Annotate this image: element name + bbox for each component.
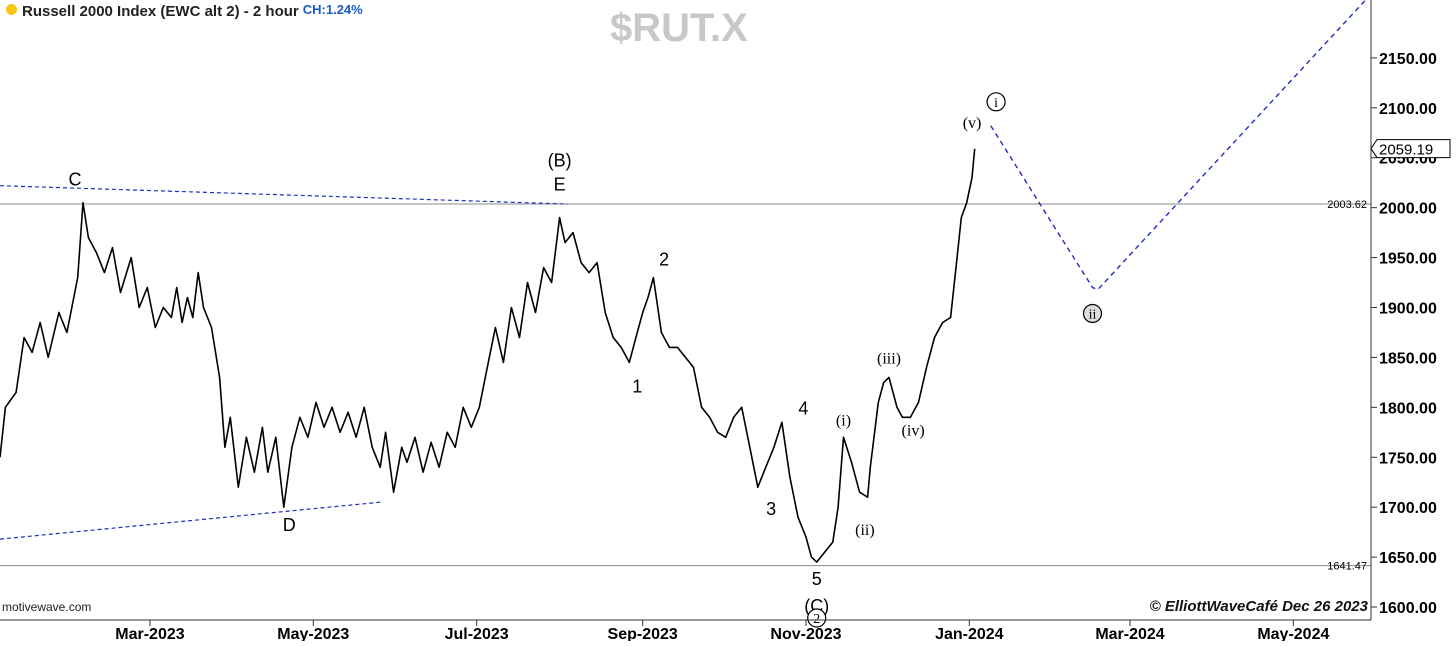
- circled-wave-marker: [807, 608, 827, 628]
- wave-label: E: [554, 175, 566, 195]
- chart-title: Russell 2000 Index (EWC alt 2) - 2 hour: [22, 3, 299, 20]
- last-price-label: 2059.19: [1379, 142, 1433, 159]
- y-tick-label: 2000.00: [1379, 201, 1437, 218]
- watermark: motivewave.com: [2, 600, 92, 614]
- y-tick-label: 2150.00: [1379, 51, 1437, 68]
- wave-label: C: [68, 170, 81, 190]
- change-percent: CH:1.24%: [302, 2, 363, 17]
- y-tick-label: 1800.00: [1379, 400, 1437, 417]
- circled-wave-label: i: [994, 96, 998, 111]
- projection-path: [990, 0, 1367, 291]
- x-tick-label: Mar-2024: [1095, 626, 1164, 641]
- y-tick-label: 1750.00: [1379, 450, 1437, 467]
- wave-label: (B): [548, 151, 572, 171]
- trendline: [0, 185, 568, 205]
- copyright: © ElliottWaveCafé Dec 26 2023: [1149, 598, 1368, 615]
- level-label: 2003.62: [1327, 199, 1367, 211]
- wave-label: (v): [963, 115, 982, 132]
- x-tick-label: Jul-2023: [445, 626, 509, 641]
- wave-label: 2: [659, 250, 669, 270]
- y-tick-label: 1650.00: [1379, 550, 1437, 567]
- wave-label: 3: [766, 499, 776, 519]
- y-tick-label: 2100.00: [1379, 101, 1437, 118]
- level-label: 1641.47: [1327, 561, 1367, 573]
- wave-label: D: [283, 515, 296, 535]
- x-tick-label: Nov-2023: [770, 626, 841, 641]
- wave-label: (i): [836, 412, 851, 429]
- x-tick-label: Sep-2023: [608, 626, 678, 641]
- x-tick-label: May-2024: [1257, 626, 1329, 641]
- y-tick-label: 1900.00: [1379, 301, 1437, 318]
- y-tick-label: 1700.00: [1379, 500, 1437, 517]
- wave-label: 4: [798, 398, 808, 418]
- chart-header: Russell 2000 Index (EWC alt 2) - 2 hour C…: [6, 2, 363, 21]
- y-tick-label: 1600.00: [1379, 600, 1437, 617]
- circled-wave-marker: [1082, 303, 1103, 324]
- trendline: [0, 501, 381, 540]
- price-series-line: [0, 148, 976, 563]
- wave-label: 1: [632, 376, 642, 396]
- y-tick-label: 1850.00: [1379, 350, 1437, 367]
- x-tick-label: Mar-2023: [115, 626, 184, 641]
- wave-label: (iii): [877, 350, 901, 367]
- last-price-box: [1370, 139, 1451, 159]
- circled-wave-label: ii: [1089, 307, 1097, 322]
- circled-wave-marker: [986, 92, 1006, 112]
- ticker-symbol: $RUT.X: [610, 6, 748, 50]
- y-tick-label: 1950.00: [1379, 251, 1437, 268]
- x-tick-label: Jan-2024: [935, 626, 1004, 641]
- wave-label: 5: [812, 569, 822, 589]
- wave-label: (ii): [855, 522, 875, 539]
- wave-label: (iv): [902, 422, 925, 439]
- x-tick-label: May-2023: [277, 626, 349, 641]
- status-dot-icon: [6, 4, 17, 15]
